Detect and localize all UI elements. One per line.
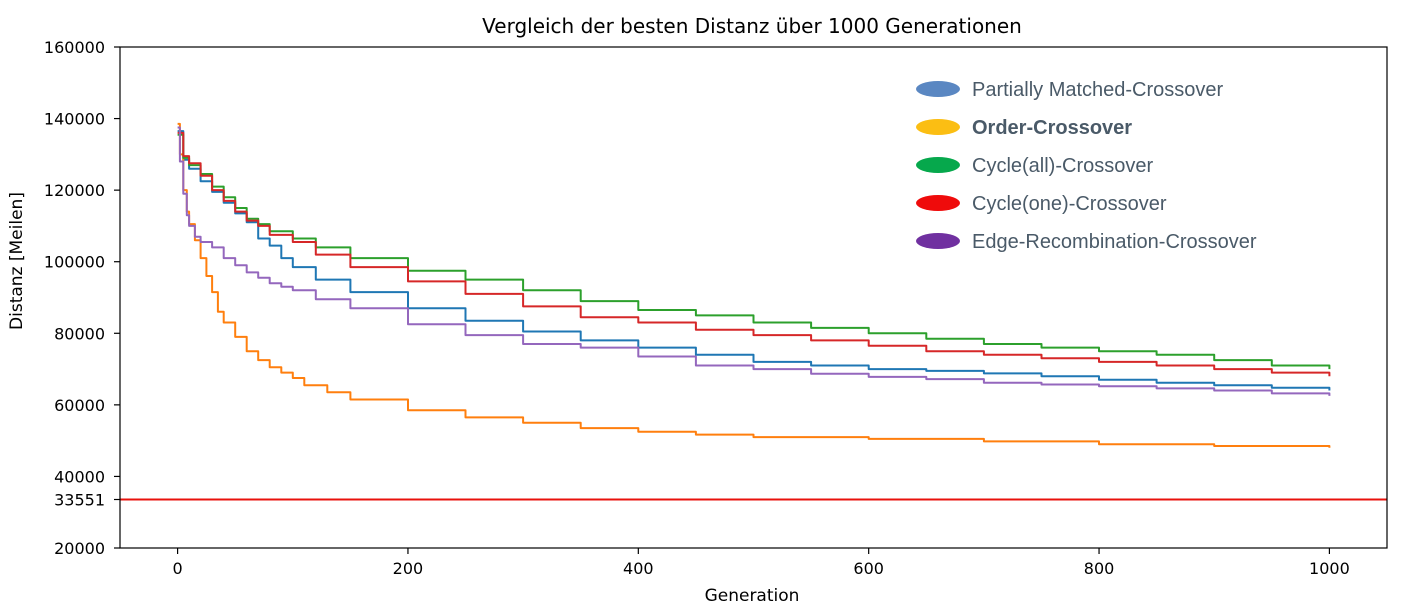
- chart-title: Vergleich der besten Distanz über 1000 G…: [482, 14, 1022, 38]
- x-tick-label-1000: 1000: [1309, 559, 1350, 578]
- legend-label-0: Partially Matched-Crossover: [972, 79, 1224, 101]
- y-tick-label-20000: 20000: [54, 539, 105, 558]
- y-tick-label-100000: 100000: [44, 253, 105, 272]
- y-tick-label-120000: 120000: [44, 181, 105, 200]
- x-tick-label-800: 800: [1084, 559, 1115, 578]
- series-line-3: [177, 131, 1331, 377]
- y-tick-label-160000: 160000: [44, 38, 105, 57]
- legend-label-1: Order-Crossover: [972, 117, 1132, 139]
- legend-marker-2: [916, 157, 960, 173]
- x-tick-label-600: 600: [853, 559, 884, 578]
- legend-marker-1: [916, 119, 960, 135]
- y-tick-label-80000: 80000: [54, 324, 105, 343]
- x-tick-label-400: 400: [623, 559, 654, 578]
- y-tick-label-140000: 140000: [44, 110, 105, 129]
- x-tick-label-0: 0: [172, 559, 182, 578]
- x-tick-label-200: 200: [393, 559, 424, 578]
- y-tick-label-40000: 40000: [54, 467, 105, 486]
- legend-label-4: Edge-Recombination-Crossover: [972, 231, 1257, 253]
- plot-area: 0 200 400 600 800 1000 20000 33551 40000 60000 800…: [44, 38, 1388, 578]
- legend-marker-4: [916, 233, 960, 249]
- y-tick-label-60000: 60000: [54, 396, 105, 415]
- legend-label-3: Cycle(one)-Crossover: [972, 193, 1167, 215]
- legend-label-2: Cycle(all)-Crossover: [972, 155, 1153, 177]
- series-line-1: [177, 122, 1331, 448]
- legend-marker-3: [916, 195, 960, 211]
- series-group: [120, 122, 1387, 501]
- y-tick-label-33551: 33551: [54, 491, 105, 510]
- x-axis-label: Generation: [705, 586, 800, 606]
- legend-marker-0: [916, 81, 960, 97]
- legend: Partially Matched-Crossover Order-Crossov…: [916, 79, 1257, 253]
- y-axis-label: Distanz [Meilen]: [7, 192, 27, 330]
- plot-frame: [119, 46, 1388, 549]
- series-line-4: [177, 126, 1331, 396]
- series-line-0: [177, 130, 1331, 391]
